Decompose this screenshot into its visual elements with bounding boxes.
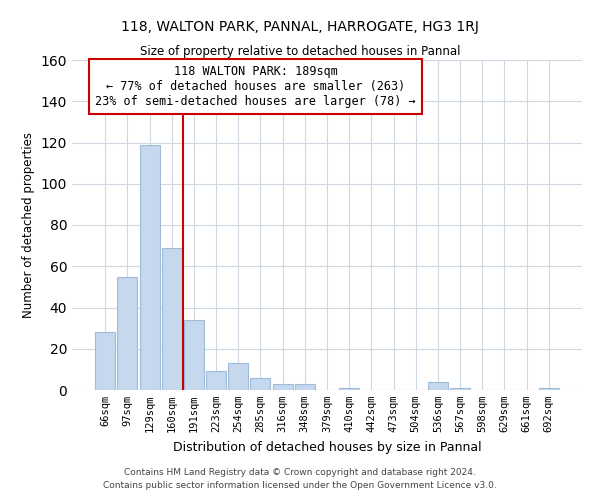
Bar (295, 384, 315, 390)
Text: 118 WALTON PARK: 189sqm
← 77% of detached houses are smaller (263)
23% of semi-d: 118 WALTON PARK: 189sqm ← 77% of detache… (95, 65, 416, 108)
X-axis label: Distribution of detached houses by size in Pannal: Distribution of detached houses by size … (173, 440, 481, 454)
Text: 118, WALTON PARK, PANNAL, HARROGATE, HG3 1RJ: 118, WALTON PARK, PANNAL, HARROGATE, HG3… (121, 20, 479, 34)
Bar (272, 384, 293, 390)
Bar (184, 320, 204, 390)
Bar (339, 388, 359, 390)
Bar (428, 382, 448, 390)
Bar (206, 372, 226, 390)
Text: Contains HM Land Registry data © Crown copyright and database right 2024.
Contai: Contains HM Land Registry data © Crown c… (103, 468, 497, 490)
Bar (450, 388, 470, 390)
Bar (250, 378, 271, 390)
Y-axis label: Number of detached properties: Number of detached properties (22, 132, 35, 318)
Bar (118, 276, 137, 390)
Bar (95, 332, 115, 390)
Bar (539, 388, 559, 390)
Bar (140, 144, 160, 390)
Bar (228, 363, 248, 390)
Bar (162, 248, 182, 390)
Text: Size of property relative to detached houses in Pannal: Size of property relative to detached ho… (140, 45, 460, 58)
